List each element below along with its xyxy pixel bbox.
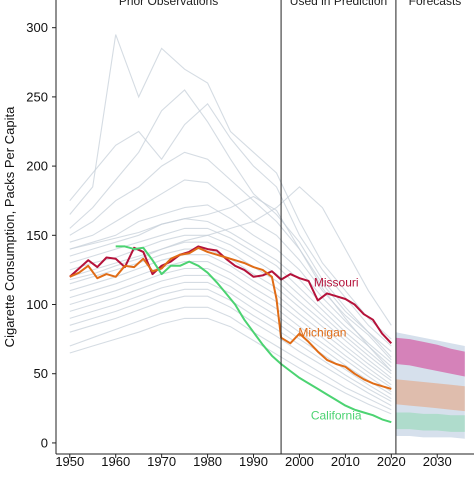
- y-tick-label-250: 250: [26, 89, 48, 104]
- background-series-line-7: [69, 218, 392, 368]
- x-tick-label-1960: 1960: [101, 454, 130, 469]
- y-tick-label-0: 0: [41, 435, 48, 450]
- forecast-band-california: [395, 412, 465, 432]
- x-tick-label-2010: 2010: [331, 454, 360, 469]
- y-tick-label-50: 50: [34, 366, 48, 381]
- x-tick-label-1990: 1990: [239, 454, 268, 469]
- x-tick-label-2000: 2000: [285, 454, 314, 469]
- background-series-line-14: [69, 267, 392, 393]
- background-series-line-6: [69, 204, 392, 364]
- background-series-line-10: [69, 241, 392, 379]
- y-tick-label-200: 200: [26, 159, 48, 174]
- series-line-missouri: [69, 245, 393, 344]
- background-series-line-12: [69, 254, 392, 386]
- y-axis-title: Cigarette Consumption, Packs Per Capita: [2, 106, 17, 347]
- y-tick-label-300: 300: [26, 20, 48, 35]
- background-series-line-15: [69, 274, 392, 395]
- x-tick-label-1980: 1980: [193, 454, 222, 469]
- background-series-line-1: [69, 102, 392, 347]
- background-series-line-5: [69, 179, 392, 361]
- x-tick-label-1950: 1950: [55, 454, 84, 469]
- panel-title-prior-observations: Prior Observations: [119, 0, 218, 8]
- series-label-missouri: Missouri: [314, 276, 359, 290]
- background-series-line-21: [69, 186, 392, 326]
- background-series-line-20: [69, 317, 392, 415]
- background-series-line-9: [69, 234, 392, 375]
- x-tick-label-2030: 2030: [423, 454, 452, 469]
- series-line-michigan: [69, 246, 392, 390]
- series-line-california: [115, 245, 392, 424]
- forecast-band-michigan: [395, 379, 465, 412]
- x-tick-label-1970: 1970: [147, 454, 176, 469]
- series-label-california: California: [311, 408, 362, 422]
- series-label-michigan: Michigan: [298, 325, 346, 339]
- y-tick-label-100: 100: [26, 297, 48, 312]
- y-tick-label-150: 150: [26, 228, 48, 243]
- panel-title-forecasts: Forecasts: [409, 0, 462, 8]
- forecast-band-missouri: [395, 337, 465, 377]
- background-series-line-18: [69, 295, 392, 407]
- panel-title-used-in-prediction: Used in Prediction: [290, 0, 387, 8]
- background-series-line-3: [69, 89, 392, 353]
- background-series-line-17: [69, 288, 392, 402]
- background-series-line-22: [69, 195, 392, 372]
- background-series-line-19: [69, 306, 392, 411]
- x-tick-label-2020: 2020: [377, 454, 406, 469]
- background-series-line-4: [69, 151, 392, 358]
- background-series-line-2: [69, 34, 392, 340]
- background-series-line-13: [69, 261, 392, 389]
